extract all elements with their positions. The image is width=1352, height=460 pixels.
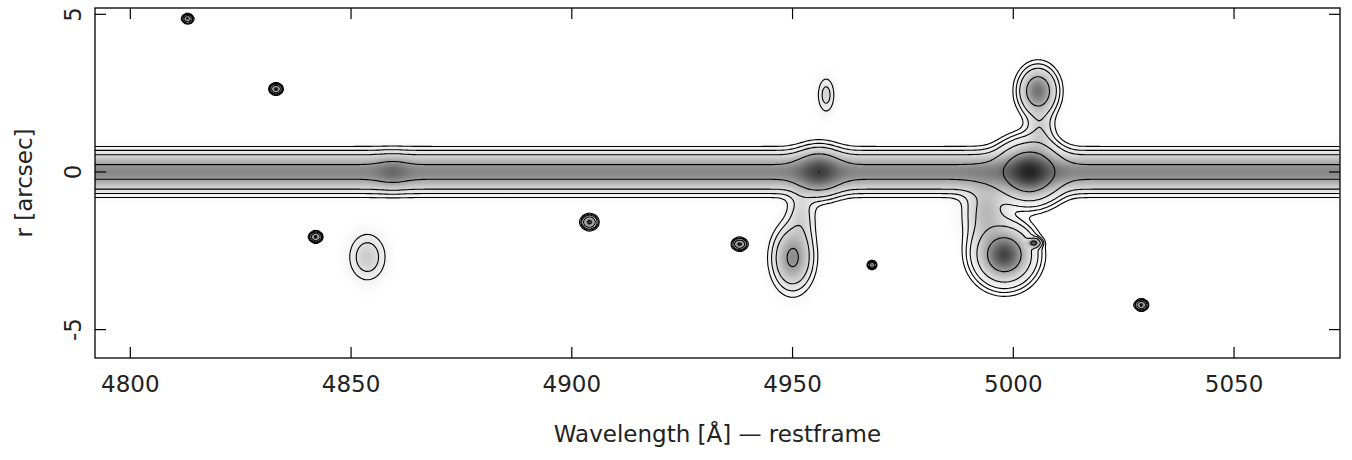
contour xyxy=(95,14,1339,311)
x-tick xyxy=(1013,347,1014,358)
chart: 4800 4850 4900 4950 5000 5050 -5 0 5 Wavelength [… xyxy=(0,0,1352,460)
contour xyxy=(187,18,1142,307)
emission-source xyxy=(947,147,1026,279)
y-tick-right xyxy=(1329,14,1340,15)
plot-frame xyxy=(95,8,1340,358)
y-tick xyxy=(95,14,106,15)
plot-marks xyxy=(95,13,1340,312)
x-tick xyxy=(350,347,351,358)
x-tick xyxy=(571,347,572,358)
x-tick-top xyxy=(792,8,793,19)
x-tick-label: 5050 xyxy=(1205,371,1264,397)
x-tick-label: 4800 xyxy=(101,371,160,397)
x-tick-label: 4950 xyxy=(763,371,822,397)
emission-source xyxy=(810,62,842,128)
emission-source xyxy=(1013,84,1066,179)
x-tick-top xyxy=(350,8,351,19)
x-tick-top xyxy=(1233,8,1234,19)
y-tick-label: 0 xyxy=(60,165,86,180)
contour xyxy=(95,16,1339,309)
plot-background xyxy=(95,8,1340,358)
x-tick xyxy=(130,347,131,358)
continuum xyxy=(95,139,1340,205)
y-axis-title: r [arcsec] xyxy=(11,128,37,237)
x-tick-top xyxy=(571,8,572,19)
x-tick-label: 5000 xyxy=(984,371,1043,397)
emission-source xyxy=(359,144,425,201)
y-tick xyxy=(95,329,106,330)
contour xyxy=(95,14,1339,310)
emission-source xyxy=(334,215,400,300)
x-tick-top xyxy=(1013,8,1014,19)
y-tick-right xyxy=(1329,329,1340,330)
x-tick-label: 4850 xyxy=(322,371,381,397)
x-tick-label: 4900 xyxy=(543,371,602,397)
x-axis-title: Wavelength [Å] — restframe xyxy=(554,420,881,447)
y-tick-label: -5 xyxy=(60,318,86,341)
x-tick xyxy=(792,347,793,358)
x-tick-top xyxy=(130,8,131,19)
contour xyxy=(95,13,1339,311)
emission-source xyxy=(775,159,828,273)
y-tick-right xyxy=(1329,171,1340,172)
x-tick xyxy=(1233,347,1234,358)
y-tick xyxy=(95,171,106,172)
y-tick-label: 5 xyxy=(60,7,86,22)
